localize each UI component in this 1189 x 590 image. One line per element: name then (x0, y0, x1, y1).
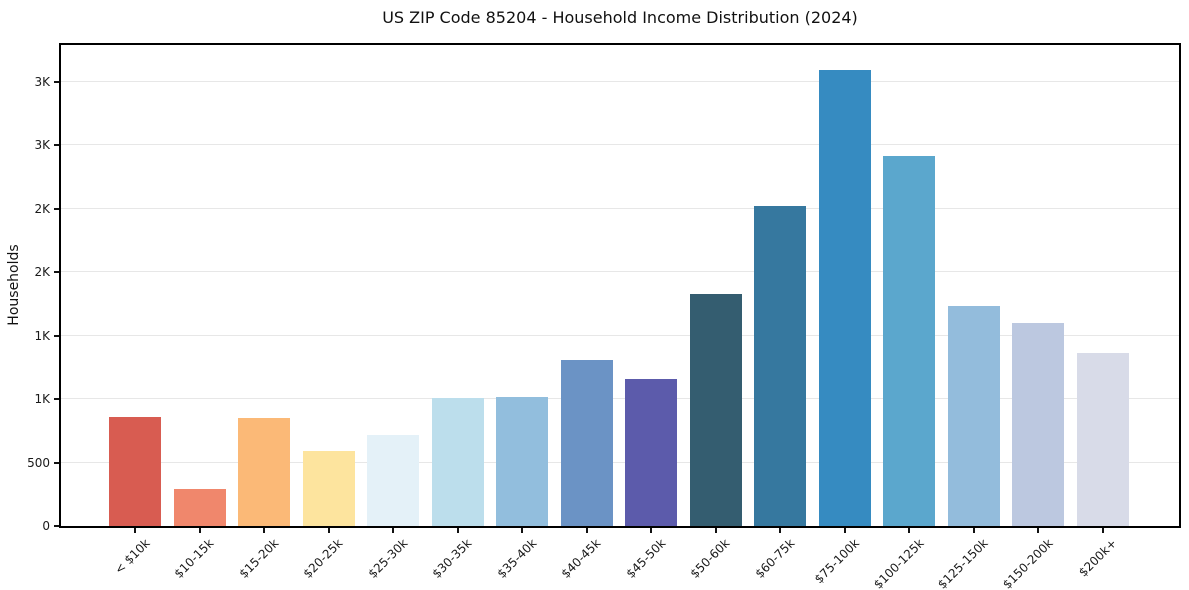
gridline-3500 (61, 80, 1179, 82)
x-tick-mark-4 (392, 528, 395, 533)
gridline-2500 (61, 207, 1179, 209)
bar-20-25k (302, 451, 355, 526)
bar-25-30k (367, 434, 420, 526)
x-tick-mark-6 (521, 528, 524, 533)
bar-40-45k (560, 360, 613, 526)
x-tick-label-0: < $10k (111, 536, 153, 577)
x-tick-mark-10 (779, 528, 782, 533)
bar-100-125k (883, 156, 936, 526)
gridline-1000 (61, 398, 1179, 400)
y-tick-label-3000: 3K (34, 138, 50, 153)
x-tick-label-8: $45-50k (623, 536, 669, 581)
x-tick-mark-1 (198, 528, 201, 533)
y-tick-label-500: 500 (27, 455, 50, 470)
x-tick-label-3: $20-25k (300, 536, 346, 581)
y-tick-mark-1500 (54, 334, 59, 337)
y-tick-mark-500 (54, 461, 59, 464)
x-tick-mark-8 (650, 528, 653, 533)
bar-50-60k (689, 294, 742, 526)
y-tick-mark-2500 (54, 207, 59, 210)
x-tick-mark-5 (456, 528, 459, 533)
y-tick-label-1000: 1K (34, 392, 50, 407)
x-tick-label-1: $10-15k (171, 536, 217, 581)
bar-150-200k (1012, 322, 1065, 526)
x-tick-label-7: $40-45k (558, 536, 604, 581)
bar-75-100k (818, 69, 871, 526)
bar-30-35k (431, 397, 484, 526)
x-tick-mark-2 (263, 528, 266, 533)
x-tick-label-11: $75-100k (811, 536, 862, 587)
x-tick-mark-3 (327, 528, 330, 533)
plot-inner (61, 45, 1179, 526)
x-tick-label-2: $15-20k (236, 536, 282, 581)
y-tick-mark-2000 (54, 271, 59, 274)
x-tick-mark-13 (972, 528, 975, 533)
gridline-3000 (61, 144, 1179, 146)
x-tick-mark-15 (1101, 528, 1104, 533)
y-tick-label-3500: 3K (34, 74, 50, 89)
x-tick-label-5: $30-35k (429, 536, 475, 581)
x-tick-label-10: $60-75k (752, 536, 798, 581)
bar-60-75k (754, 206, 807, 526)
x-tick-label-4: $25-30k (365, 536, 411, 581)
chart-title: US ZIP Code 85204 - Household Income Dis… (382, 8, 858, 27)
gridline-2000 (61, 271, 1179, 273)
y-tick-label-2500: 2K (34, 201, 50, 216)
x-tick-mark-14 (1037, 528, 1040, 533)
y-tick-label-0: 0 (42, 519, 50, 533)
y-tick-mark-1000 (54, 398, 59, 401)
bar-200k+ (1076, 352, 1129, 526)
y-tick-mark-3500 (54, 80, 59, 83)
x-tick-mark-12 (908, 528, 911, 533)
x-tick-mark-7 (585, 528, 588, 533)
x-tick-label-9: $50-60k (687, 536, 733, 581)
bar-15-20k (238, 418, 291, 526)
x-tick-mark-11 (843, 528, 846, 533)
y-tick-label-2000: 2K (34, 265, 50, 280)
bar-10-15k (173, 489, 226, 526)
y-tick-mark-0 (54, 525, 59, 527)
x-tick-label-12: $100-125k (870, 536, 927, 590)
y-tick-label-1500: 1K (34, 328, 50, 343)
x-tick-label-14: $150-200k (999, 536, 1056, 590)
gridline-1500 (61, 334, 1179, 336)
x-tick-label-6: $35-40k (494, 536, 540, 581)
bar-125-150k (947, 305, 1000, 526)
x-tick-label-13: $125-150k (934, 536, 991, 590)
bar-45-50k (625, 378, 678, 526)
x-tick-mark-0 (134, 528, 137, 533)
gridline-500 (61, 461, 1179, 463)
x-tick-label-15: $200k+ (1076, 536, 1120, 580)
bar-35-40k (496, 397, 549, 526)
y-axis-label: Households (6, 244, 22, 326)
y-tick-mark-3000 (54, 144, 59, 147)
plot-area (59, 43, 1181, 528)
bar-10k (109, 416, 162, 526)
x-tick-mark-9 (714, 528, 717, 533)
